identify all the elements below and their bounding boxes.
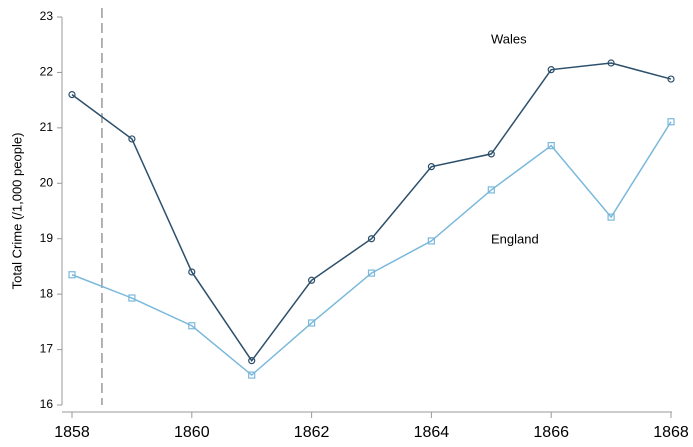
marker xyxy=(248,357,256,365)
marker xyxy=(547,141,555,150)
y-tick-label: 21 xyxy=(40,120,54,134)
series-line xyxy=(71,121,672,377)
marker xyxy=(68,271,76,279)
marker xyxy=(487,186,495,194)
y-tick-label: 22 xyxy=(40,65,54,79)
marker xyxy=(128,294,136,302)
marker xyxy=(128,135,136,143)
x-tick-label: 1868 xyxy=(653,424,689,441)
y-tick-label: 20 xyxy=(40,175,54,189)
marker xyxy=(188,268,196,276)
y-tick-label: 17 xyxy=(40,342,54,356)
marker xyxy=(487,150,495,158)
series-label: Wales xyxy=(491,31,527,46)
marker xyxy=(308,319,316,327)
marker xyxy=(367,235,376,243)
marker xyxy=(367,269,376,277)
x-tick-label: 1862 xyxy=(294,424,330,441)
y-tick-label: 19 xyxy=(40,231,54,245)
marker xyxy=(667,118,675,126)
y-tick-label: 16 xyxy=(40,397,54,411)
marker xyxy=(427,163,435,171)
marker xyxy=(308,276,316,284)
marker xyxy=(667,75,675,83)
marker xyxy=(68,90,76,99)
marker xyxy=(547,66,555,74)
x-tick-label: 1860 xyxy=(174,424,210,441)
y-tick-label: 23 xyxy=(40,9,54,23)
x-tick-label: 1858 xyxy=(54,424,90,441)
x-tick-label: 1864 xyxy=(414,424,450,441)
marker xyxy=(607,213,615,221)
x-tick-label: 1866 xyxy=(533,424,569,441)
series-line xyxy=(71,62,672,362)
marker xyxy=(427,237,435,245)
marker xyxy=(188,322,196,330)
series-label: England xyxy=(491,231,539,246)
y-axis-label: Total Crime (/1,000 people) xyxy=(9,133,24,290)
marker xyxy=(607,59,615,67)
marker xyxy=(248,371,256,379)
y-tick-label: 18 xyxy=(40,286,54,300)
